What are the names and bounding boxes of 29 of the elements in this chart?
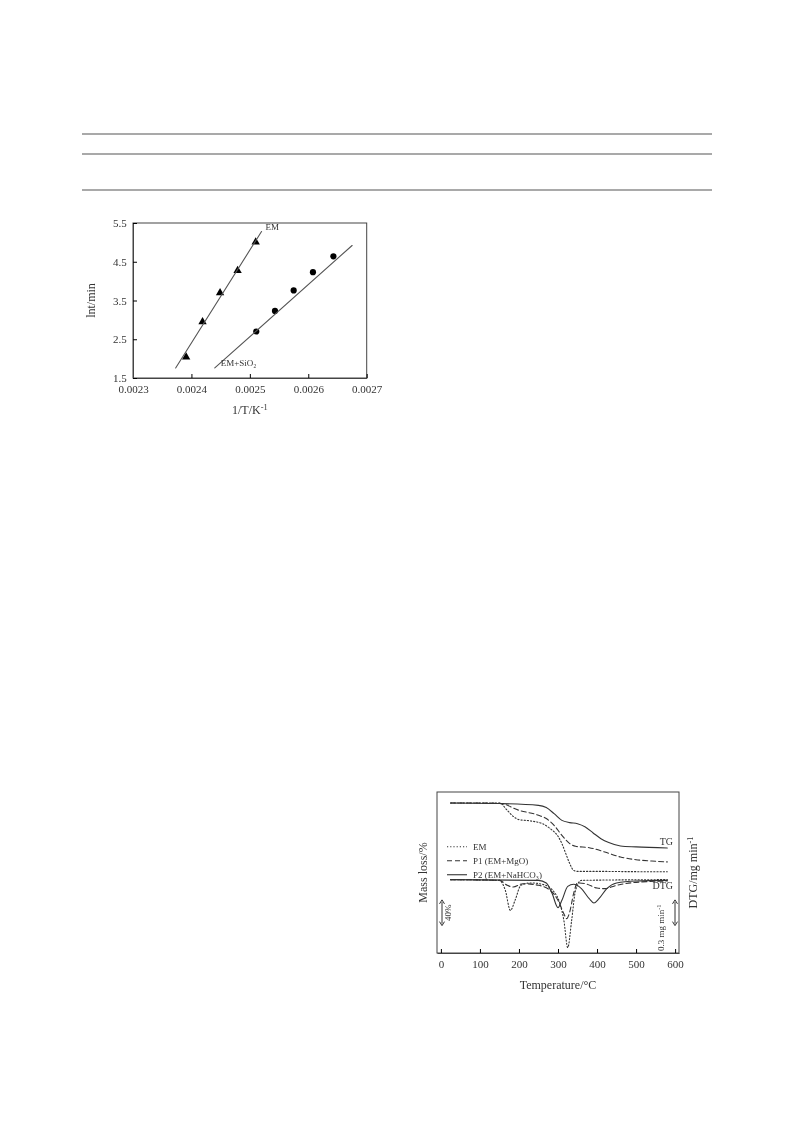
annotation: 40%: [443, 903, 453, 921]
x-tick-label: 0.0026: [293, 382, 325, 395]
y-axis-title: lnt/min: [84, 282, 99, 318]
x-tick-label: 0.0027: [352, 382, 384, 395]
x-tick-label: 600: [667, 957, 685, 970]
x-axis-title: Temperature/°C: [519, 977, 597, 992]
annotation: TG: [659, 835, 673, 847]
y-tick-label: 1.5: [113, 371, 128, 384]
annotation: DTG: [652, 879, 673, 891]
y-tick-label: 5.5: [113, 216, 128, 229]
legend-label: P1 (EM+MgO): [473, 855, 529, 866]
x-axis-title: 1/T/K$^{-1}$: [232, 402, 268, 417]
x-tick-label: 0.0024: [177, 382, 208, 395]
series-label: EM: [265, 221, 280, 232]
legend-label: P2 (EM+NaHCO₃): [473, 869, 542, 880]
x-tick-label: 200: [511, 957, 529, 970]
y-tick-label: 3.5: [113, 294, 128, 307]
y-tick-label: 4.5: [113, 255, 128, 268]
x-tick-label: 100: [472, 957, 490, 970]
x-tick-label: 0: [438, 957, 445, 970]
legend-label: EM: [473, 841, 487, 852]
x-tick-label: 0.0023: [118, 382, 150, 395]
x-tick-label: 300: [550, 957, 568, 970]
x-tick-label: 400: [589, 957, 607, 970]
y-tick-label: 2.5: [113, 332, 128, 345]
x-tick-label: 500: [628, 957, 646, 970]
x-tick-label: 0.0025: [235, 382, 267, 395]
series-label: EM+SiO₂: [221, 357, 257, 368]
y-axis-title: Mass loss/%: [416, 842, 430, 903]
